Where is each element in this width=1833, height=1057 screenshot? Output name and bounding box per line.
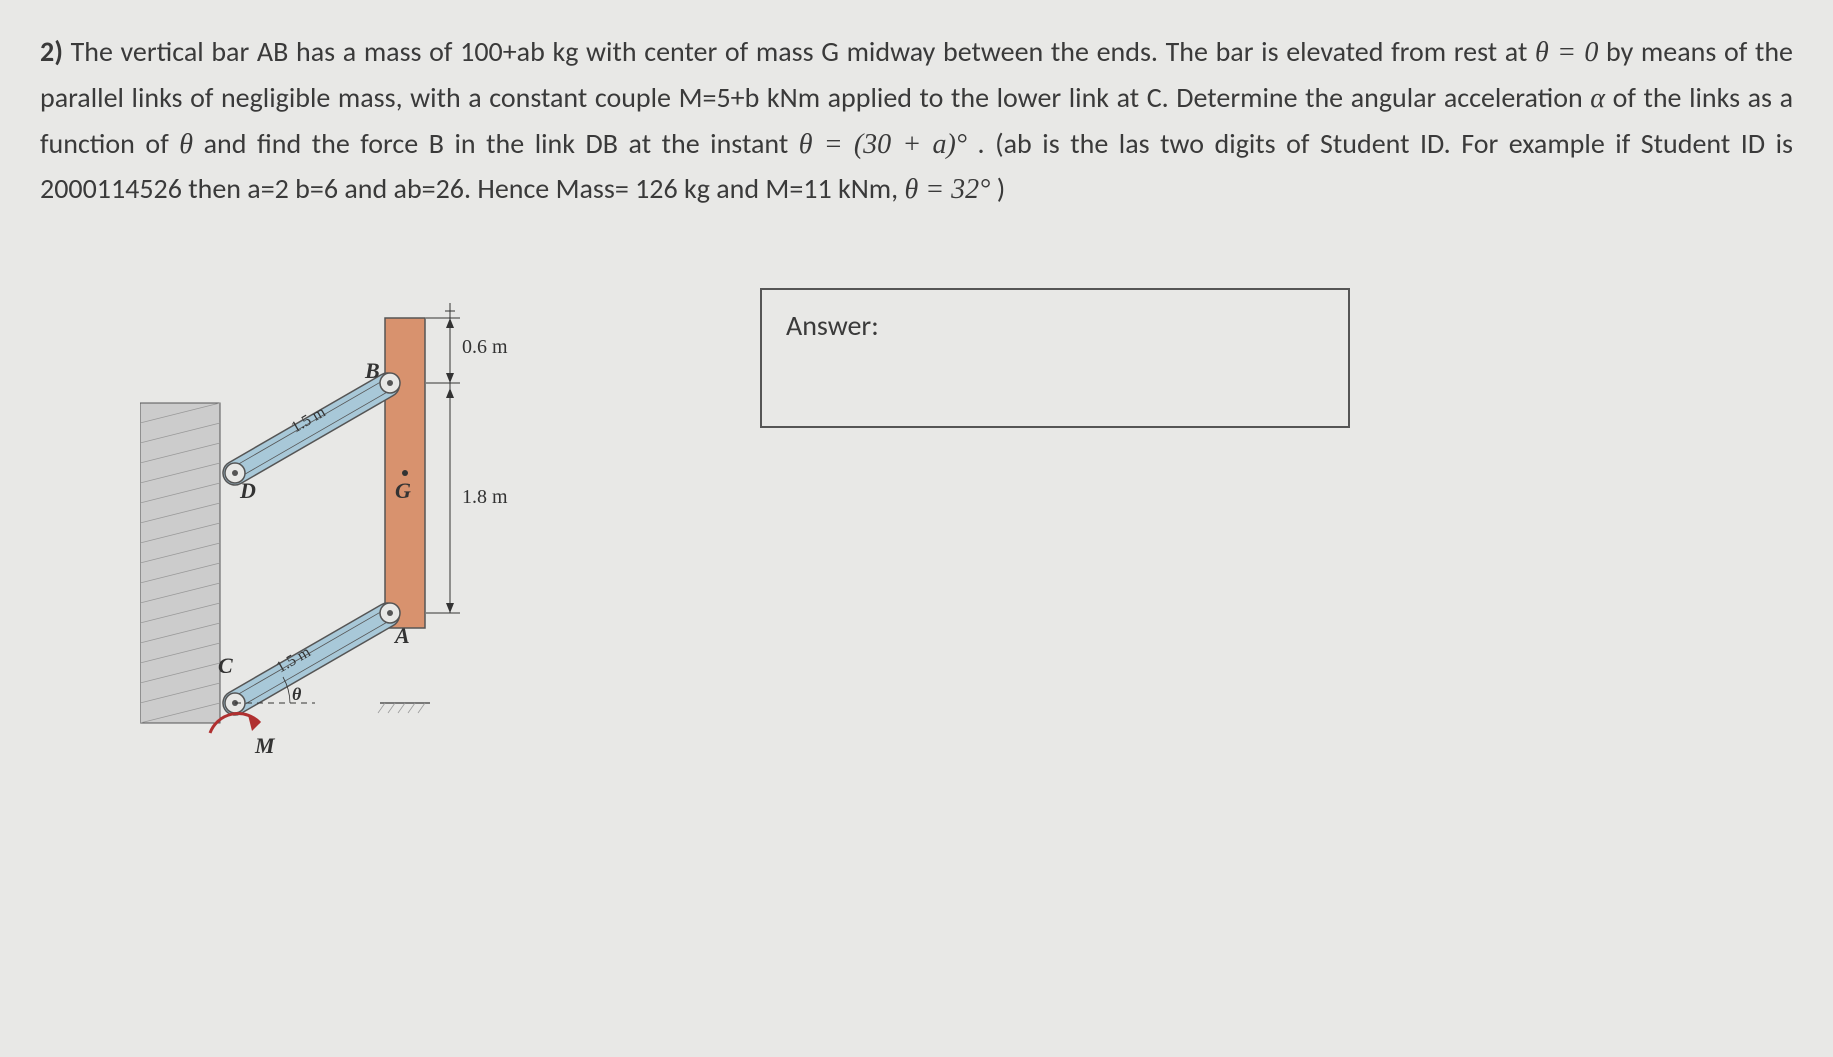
dim-mid: 1.8 m xyxy=(462,486,508,508)
problem-number: 2) xyxy=(40,34,63,69)
problem-statement: 2) The vertical bar AB has a mass of 100… xyxy=(40,30,1793,213)
label-B: B xyxy=(364,358,380,383)
answer-label: Answer: xyxy=(786,308,879,343)
label-M: M xyxy=(254,733,276,758)
answer-box: Answer: xyxy=(760,288,1350,428)
label-A: A xyxy=(393,623,410,648)
label-theta: θ xyxy=(292,684,302,704)
label-D: D xyxy=(239,478,256,503)
dim-top: 0.6 m xyxy=(462,336,508,358)
label-G: G xyxy=(395,478,411,503)
mechanism-diagram: B D G A C M θ 1.5 m 1.5 m 0.6 m 1.8 m xyxy=(40,273,640,773)
label-C: C xyxy=(218,653,233,678)
